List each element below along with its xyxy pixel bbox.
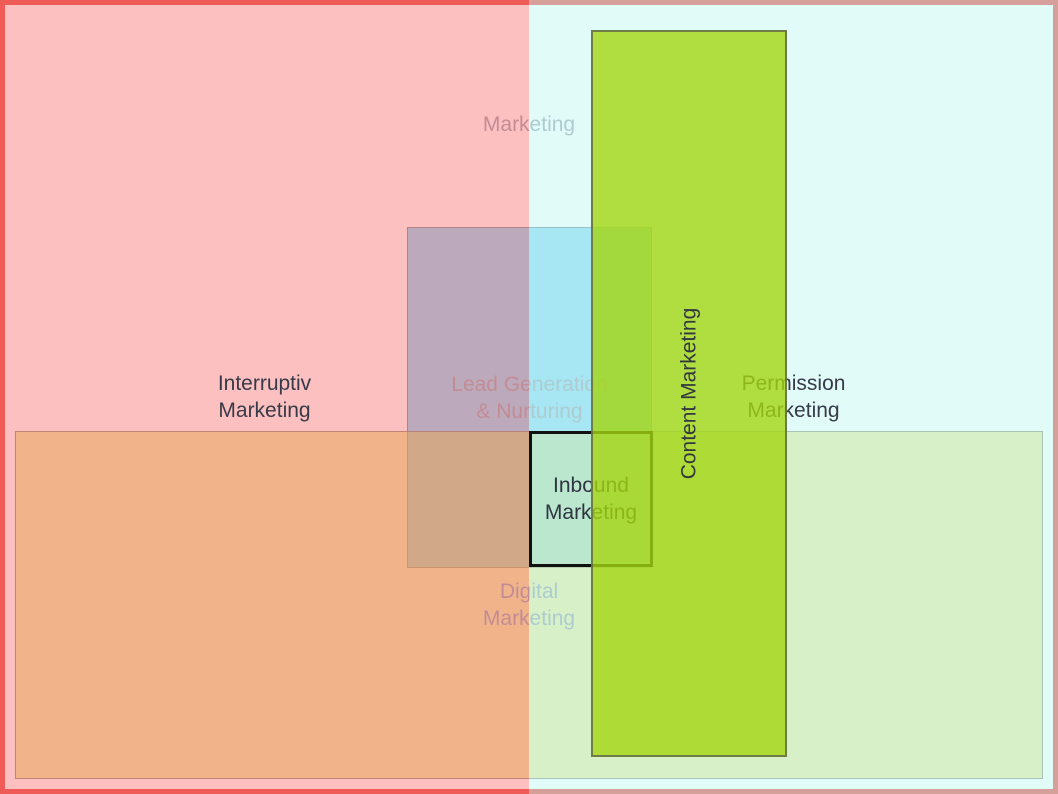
interruptiv-marketing-region: Interruptiv Marketing (0, 0, 529, 794)
content-marketing-label: Content Marketing (677, 307, 701, 480)
interruptiv-marketing-label: Interruptiv Marketing (217, 372, 312, 422)
content-marketing-region: Content Marketing (591, 30, 787, 757)
